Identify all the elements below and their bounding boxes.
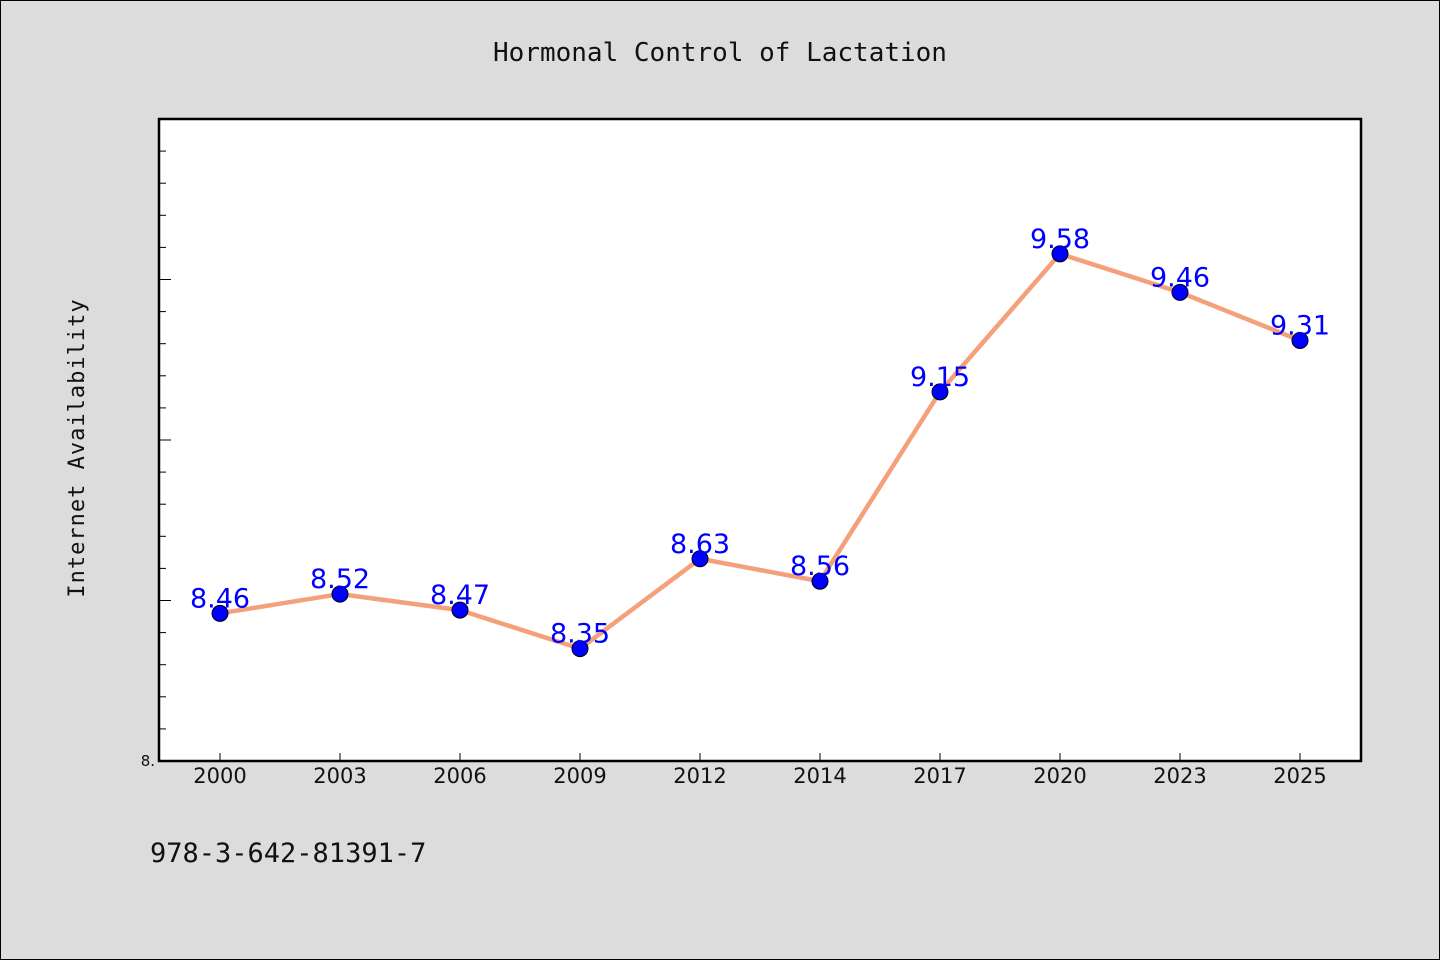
series-line [217, 251, 1303, 651]
data-point [1291, 331, 1309, 349]
x-tick-label: 2003 [313, 764, 366, 788]
x-tick-label: 2000 [193, 764, 246, 788]
x-tick-label: 2006 [433, 764, 486, 788]
data-label: 9.31 [1270, 310, 1330, 341]
data-point [931, 383, 949, 401]
series-group: 8.46 8.52 8.47 8.35 8.63 8.56 9.15 9.58 9.46 9.31 [190, 224, 1330, 658]
data-point [571, 640, 589, 658]
data-label: 8.47 [430, 580, 490, 611]
data-label: 9.46 [1150, 262, 1210, 293]
data-label: 8.63 [670, 529, 730, 560]
y-axis-label: Internet Availability [65, 298, 90, 597]
data-point [691, 550, 709, 568]
x-tick-label: 2009 [553, 764, 606, 788]
x-tick-label: 2012 [673, 764, 726, 788]
data-label: 8.56 [790, 551, 850, 582]
x-tick-label: 2025 [1273, 764, 1326, 788]
y-axis-ticks [159, 150, 171, 730]
data-point [211, 604, 229, 622]
x-axis-ticks: 2000 2003 2006 2009 2012 2014 2017 2020 2023 2025 [193, 753, 1327, 788]
x-tick-label: 2020 [1033, 764, 1086, 788]
plot-area [157, 117, 1363, 763]
footer-isbn: 978-3-642-81391-7 [150, 838, 426, 869]
data-label: 8.46 [190, 583, 250, 614]
data-label: 9.58 [1030, 224, 1090, 255]
data-point [451, 601, 469, 619]
x-tick-label: 2014 [793, 764, 846, 788]
data-point [1051, 245, 1069, 263]
y-tick-label: 8. [141, 752, 155, 770]
data-point [331, 585, 349, 603]
x-tick-label: 2023 [1153, 764, 1206, 788]
data-point [811, 572, 829, 590]
data-label: 9.15 [910, 362, 970, 393]
data-point [1171, 283, 1189, 301]
data-label: 8.35 [550, 619, 610, 650]
x-tick-label: 2017 [913, 764, 966, 788]
chart-title: Hormonal Control of Lactation [493, 38, 947, 68]
data-label: 8.52 [310, 564, 370, 595]
